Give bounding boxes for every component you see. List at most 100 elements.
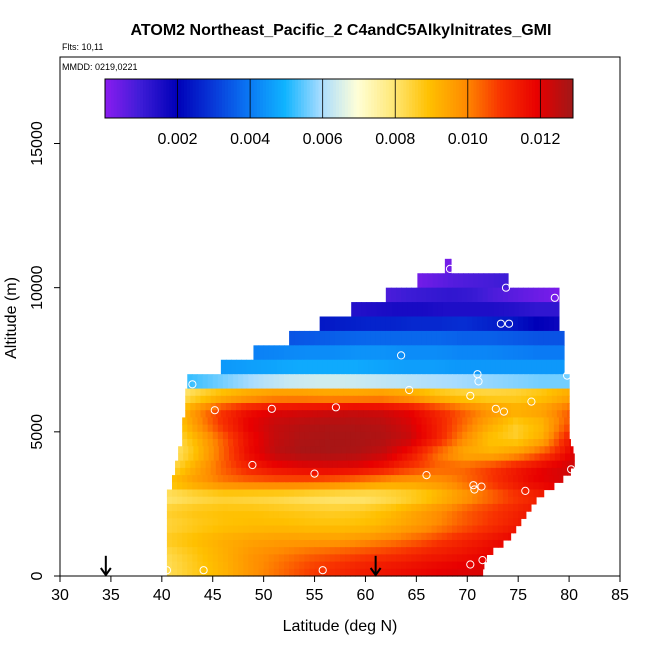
heatmap-cell <box>228 539 234 548</box>
heatmap-cell <box>521 460 527 469</box>
heatmap-cell <box>365 417 372 426</box>
heatmap-cell <box>281 403 288 411</box>
sample-point <box>331 403 340 412</box>
heatmap-cell <box>258 489 265 498</box>
x-tick-label: 80 <box>560 587 578 604</box>
heatmap-cell <box>487 475 494 483</box>
heatmap-cell <box>166 511 173 519</box>
colorbar-swatch <box>274 79 279 118</box>
heatmap-cell <box>319 330 326 346</box>
heatmap-cell <box>416 489 423 498</box>
colorbar-swatch <box>388 79 393 118</box>
sample-point <box>470 485 479 494</box>
heatmap-cell <box>548 475 555 483</box>
heatmap-cell <box>187 561 193 570</box>
heatmap-cell <box>212 518 219 527</box>
heatmap-cell <box>273 561 280 570</box>
heatmap-cell <box>355 532 361 541</box>
heatmap-cell <box>446 518 453 527</box>
heatmap-cell <box>193 446 200 455</box>
heatmap-cell <box>188 446 194 455</box>
heatmap-cell <box>477 568 484 577</box>
heatmap-cell <box>324 417 331 426</box>
heatmap-cell <box>449 403 456 411</box>
heatmap-cell <box>426 496 433 505</box>
colorbar-swatch <box>172 79 176 118</box>
heatmap-cell <box>416 568 423 577</box>
heatmap-cell <box>198 446 205 455</box>
heatmap-cell <box>228 554 234 563</box>
heatmap-cell <box>334 439 341 447</box>
heatmap-cell <box>263 482 270 491</box>
heatmap-cell <box>223 453 230 462</box>
heatmap-cell <box>538 489 545 498</box>
heatmap-cell <box>528 496 535 505</box>
heatmap-cell <box>390 287 397 303</box>
heatmap-cell <box>480 460 487 469</box>
heatmap-cell <box>340 532 346 541</box>
heatmap-cell <box>375 518 382 527</box>
heatmap-cell <box>312 467 319 476</box>
heatmap-cell <box>502 518 509 527</box>
heatmap-cell <box>495 460 502 469</box>
heatmap-cell <box>365 439 372 447</box>
heatmap-cell <box>431 532 438 541</box>
heatmap-cell <box>365 511 372 519</box>
heatmap-cell <box>261 395 268 404</box>
heatmap-cell <box>205 395 212 404</box>
heatmap-cell <box>375 496 382 505</box>
heatmap-cell <box>177 554 183 563</box>
heatmap-cell <box>317 403 324 411</box>
heatmap-cell <box>243 439 249 447</box>
heatmap-cell <box>370 431 377 440</box>
heatmap-cell <box>567 395 570 404</box>
heatmap-cell <box>202 482 209 491</box>
heatmap-cell <box>309 554 316 563</box>
heatmap-cell <box>202 475 209 483</box>
heatmap-cell <box>287 467 293 476</box>
heatmap-cell <box>452 568 458 577</box>
heatmap-cell <box>378 359 385 375</box>
heatmap-cell <box>541 460 548 469</box>
heatmap-cell <box>234 453 240 462</box>
heatmap-cell <box>177 539 183 548</box>
heatmap-cell <box>238 511 244 519</box>
heatmap-cell <box>319 532 326 541</box>
heatmap-cell <box>175 467 181 476</box>
colorbar-swatch <box>143 79 147 118</box>
heatmap-cell <box>222 525 229 534</box>
heatmap-cell <box>319 417 326 426</box>
heatmap-cell <box>467 554 473 563</box>
heatmap-cell <box>361 302 368 318</box>
heatmap-cell <box>406 316 412 332</box>
heatmap-cell <box>449 388 456 397</box>
heatmap-cell <box>273 482 280 491</box>
heatmap-cell <box>424 359 431 375</box>
heatmap-cell <box>197 554 204 563</box>
heatmap-cell <box>385 503 392 512</box>
heatmap-cell <box>329 489 336 498</box>
heatmap-cell <box>385 316 392 332</box>
heatmap-cell <box>414 460 421 469</box>
heatmap-cell <box>218 446 225 455</box>
heatmap-cell <box>246 403 253 411</box>
heatmap-cell <box>453 453 459 462</box>
heatmap-cell <box>340 345 346 361</box>
heatmap-cell <box>222 417 229 426</box>
heatmap-cell <box>329 482 336 491</box>
heatmap-cell <box>273 496 280 505</box>
heatmap-cell <box>350 316 356 332</box>
heatmap-cell <box>299 547 305 555</box>
heatmap-cell <box>251 359 258 375</box>
heatmap-cell <box>427 446 434 455</box>
colorbar-swatch <box>222 79 226 118</box>
heatmap-cell <box>492 374 499 390</box>
heatmap-cell <box>327 403 334 411</box>
heatmap-cell <box>253 554 260 563</box>
heatmap-cell <box>452 316 458 332</box>
heatmap-cell <box>548 424 555 433</box>
heatmap-cell <box>457 431 463 440</box>
heatmap-cell <box>177 532 183 541</box>
heatmap-cell <box>472 417 479 426</box>
